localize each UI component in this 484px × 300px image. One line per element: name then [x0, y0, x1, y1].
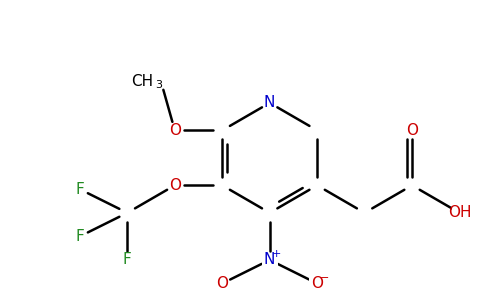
Text: O: O — [216, 276, 228, 291]
Text: −: − — [319, 273, 329, 283]
FancyBboxPatch shape — [150, 75, 172, 88]
FancyBboxPatch shape — [217, 277, 227, 290]
FancyBboxPatch shape — [262, 254, 278, 266]
FancyBboxPatch shape — [407, 124, 417, 137]
Text: N: N — [264, 252, 275, 267]
Text: F: F — [123, 252, 132, 267]
Text: O: O — [169, 123, 181, 138]
FancyBboxPatch shape — [170, 179, 180, 192]
FancyBboxPatch shape — [122, 254, 132, 266]
Text: O: O — [406, 123, 418, 138]
FancyBboxPatch shape — [265, 97, 274, 109]
Text: 3: 3 — [155, 80, 162, 90]
Text: O: O — [169, 178, 181, 193]
Text: F: F — [76, 229, 84, 244]
FancyBboxPatch shape — [309, 277, 325, 290]
Text: CH: CH — [131, 74, 153, 89]
Text: F: F — [76, 182, 84, 197]
FancyBboxPatch shape — [75, 183, 85, 196]
Text: O: O — [311, 276, 323, 291]
Text: OH: OH — [448, 205, 471, 220]
Text: +: + — [272, 249, 281, 259]
FancyBboxPatch shape — [170, 124, 180, 137]
FancyBboxPatch shape — [452, 206, 468, 219]
FancyBboxPatch shape — [75, 230, 85, 243]
Text: N: N — [264, 95, 275, 110]
